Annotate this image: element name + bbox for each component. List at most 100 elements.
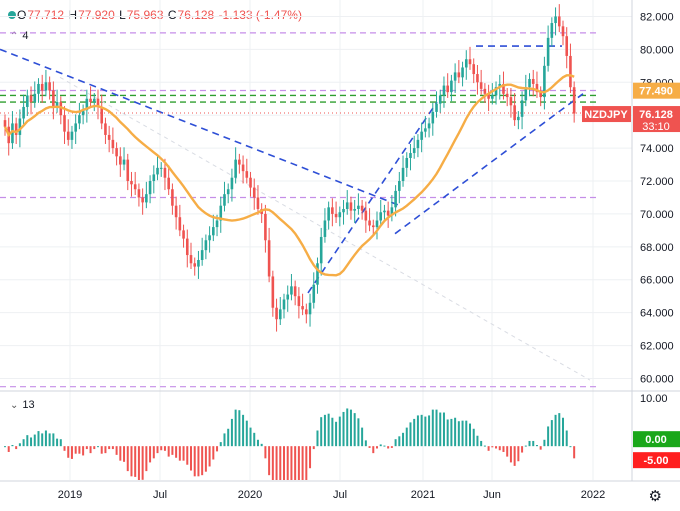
candle bbox=[271, 270, 275, 317]
candle-body bbox=[223, 194, 226, 206]
osc-bar bbox=[446, 419, 449, 447]
candle-body bbox=[238, 159, 241, 165]
gear-icon[interactable]: ⚙ bbox=[648, 488, 662, 505]
osc-bar bbox=[230, 418, 233, 447]
candle-body bbox=[416, 139, 420, 149]
osc-bar bbox=[11, 445, 14, 447]
osc-bar bbox=[212, 446, 215, 460]
candle bbox=[539, 86, 542, 107]
candle bbox=[546, 25, 550, 72]
candle bbox=[483, 83, 487, 103]
osc-bar bbox=[517, 446, 520, 462]
candle-body bbox=[505, 93, 509, 98]
candle-body bbox=[535, 83, 539, 93]
osc-bar bbox=[44, 430, 47, 447]
osc-bar bbox=[253, 432, 256, 447]
y-tick-label: 68.000 bbox=[640, 242, 674, 254]
candle-body bbox=[37, 83, 40, 94]
candle-body bbox=[308, 302, 312, 315]
osc-bar bbox=[506, 446, 509, 457]
osc-bar bbox=[312, 446, 315, 450]
candle bbox=[26, 89, 29, 117]
candle-body bbox=[323, 220, 327, 237]
main-indicator-toggle[interactable]: ⌃ 4 bbox=[10, 30, 29, 42]
candle-body bbox=[70, 131, 74, 140]
candle-body bbox=[282, 299, 286, 310]
candle bbox=[435, 91, 438, 118]
candle-body bbox=[249, 177, 252, 188]
candle-body bbox=[450, 80, 453, 93]
osc-bar bbox=[130, 446, 133, 477]
candle bbox=[223, 181, 226, 212]
osc-bar bbox=[416, 415, 419, 447]
osc-bar bbox=[279, 446, 282, 480]
candle-body bbox=[81, 110, 85, 116]
candle-body bbox=[3, 120, 7, 127]
osc-bar bbox=[550, 420, 553, 447]
osc-bar bbox=[301, 446, 304, 480]
osc-indicator-toggle[interactable]: ⌄ 13 bbox=[10, 399, 35, 411]
candle-body bbox=[301, 306, 304, 310]
osc-bar bbox=[450, 418, 453, 447]
osc-bar bbox=[4, 446, 6, 448]
candle-body bbox=[29, 95, 33, 103]
low-value: 75.963 bbox=[126, 8, 164, 22]
candle-body bbox=[457, 72, 461, 78]
y-tick-label: 62.000 bbox=[640, 341, 674, 353]
ma-price-tag-text: 77.490 bbox=[639, 86, 673, 98]
osc-bar bbox=[502, 446, 505, 452]
candle bbox=[96, 89, 100, 120]
candle bbox=[174, 196, 178, 230]
osc-bar bbox=[535, 445, 538, 447]
osc-bar bbox=[528, 440, 531, 447]
osc-bar bbox=[402, 432, 405, 447]
candle bbox=[494, 81, 498, 105]
candle bbox=[81, 104, 85, 125]
candle bbox=[461, 61, 464, 87]
osc-bar bbox=[271, 446, 274, 480]
osc-bar bbox=[126, 446, 129, 472]
x-tick-label: Jul bbox=[333, 489, 347, 501]
candle-body bbox=[252, 187, 256, 198]
candle-body bbox=[115, 148, 118, 157]
trend-line bbox=[307, 101, 438, 294]
osc-bar bbox=[565, 430, 568, 447]
osc-bar bbox=[383, 445, 386, 447]
candle bbox=[178, 204, 182, 237]
candle-body bbox=[119, 156, 122, 165]
candle bbox=[446, 73, 449, 98]
osc-bar bbox=[409, 422, 412, 447]
candle bbox=[416, 134, 420, 158]
candle bbox=[278, 297, 282, 325]
candle-body bbox=[122, 159, 126, 165]
candle bbox=[398, 171, 401, 204]
osc-bar bbox=[149, 446, 152, 463]
osc-neg-tag-bg bbox=[633, 452, 680, 469]
osc-bar bbox=[476, 435, 479, 447]
osc-bar bbox=[428, 415, 431, 447]
candle bbox=[297, 287, 301, 319]
candle bbox=[472, 58, 476, 84]
candle-body bbox=[126, 159, 130, 182]
osc-bar bbox=[469, 423, 471, 447]
osc-bar bbox=[346, 408, 349, 447]
candle bbox=[442, 76, 446, 108]
candle-body bbox=[200, 250, 204, 260]
candle-body bbox=[476, 74, 479, 83]
candle bbox=[357, 193, 360, 215]
osc-bar bbox=[275, 446, 278, 480]
x-tick-label: 2019 bbox=[58, 489, 82, 501]
candle-body bbox=[394, 190, 397, 208]
candle bbox=[133, 171, 137, 195]
candle bbox=[316, 257, 319, 294]
osc-bar bbox=[294, 446, 297, 480]
candle bbox=[290, 273, 293, 301]
osc-bar bbox=[290, 446, 293, 480]
candle bbox=[182, 224, 185, 248]
osc-bar bbox=[152, 446, 155, 459]
candle bbox=[305, 303, 308, 324]
candle bbox=[349, 196, 353, 220]
osc-bar bbox=[309, 446, 312, 469]
candle-body bbox=[561, 26, 565, 37]
